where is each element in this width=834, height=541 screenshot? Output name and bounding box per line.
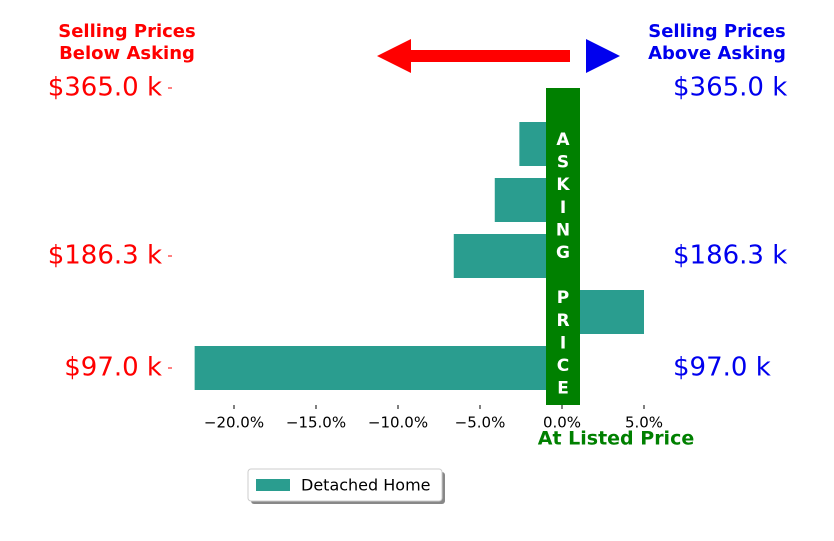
x-tick-label: −15.0% (286, 414, 346, 432)
legend-label: Detached Home (301, 476, 431, 495)
x-tick-label: −10.0% (368, 414, 428, 432)
bottom-note: At Listed Price (538, 428, 694, 450)
asking-price-label: ASKING PRICE (553, 130, 573, 401)
y-tick-label-right: $186.3 k (673, 241, 787, 271)
x-tick-label: −5.0% (455, 414, 506, 432)
plot: −20.0% −15.0% −10.0% −5.0% 0.0% 5.0% $97.0 k $9… (48, 73, 788, 432)
left-note: Selling Prices (58, 21, 195, 42)
legend-box (247, 468, 443, 502)
legend: Detached Home (247, 468, 445, 504)
x-tick-label: −20.0% (204, 414, 264, 432)
right-note: Above Asking (648, 43, 786, 64)
legend-swatch (256, 479, 290, 491)
x-tick-label: 0.0% (543, 414, 581, 432)
left-note: Below Asking (59, 43, 195, 64)
y-tick-label: $97.0 k (64, 353, 162, 383)
asking-price-band (546, 88, 580, 405)
y-tick-label-right: $97.0 k (673, 353, 771, 383)
bar (453, 234, 562, 278)
left-arrow (377, 39, 570, 73)
right-arrow (586, 39, 620, 73)
y-tick-label: $186.3 k (48, 241, 162, 271)
right-note: Selling Prices (648, 21, 785, 42)
y-tick-label: $365.0 k (48, 73, 162, 103)
y-tick-label-right: $365.0 k (673, 73, 787, 103)
x-tick-label: 5.0% (625, 414, 663, 432)
bar (194, 346, 562, 390)
